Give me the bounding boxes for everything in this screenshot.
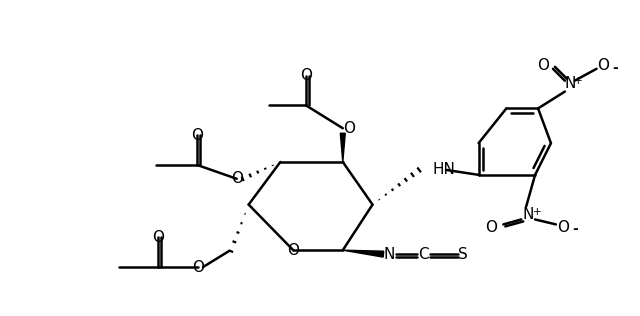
- Text: O: O: [486, 220, 497, 235]
- Text: O: O: [192, 259, 204, 275]
- Text: +: +: [532, 207, 541, 216]
- Text: O: O: [231, 171, 243, 186]
- Text: N: N: [522, 207, 534, 222]
- Text: N: N: [384, 247, 395, 262]
- Text: -: -: [572, 222, 578, 236]
- Polygon shape: [343, 250, 384, 257]
- Text: -: -: [612, 61, 618, 75]
- Text: O: O: [343, 121, 355, 136]
- Polygon shape: [340, 133, 345, 162]
- Text: O: O: [537, 58, 549, 73]
- Text: O: O: [287, 243, 300, 258]
- Text: O: O: [152, 230, 164, 245]
- Text: +: +: [574, 76, 583, 86]
- Text: O: O: [191, 128, 203, 143]
- Text: O: O: [557, 220, 569, 235]
- Text: C: C: [418, 247, 428, 262]
- Text: HN: HN: [432, 162, 455, 177]
- Text: O: O: [300, 68, 312, 83]
- Text: S: S: [458, 247, 468, 262]
- Text: N: N: [564, 76, 575, 91]
- Text: O: O: [598, 58, 609, 73]
